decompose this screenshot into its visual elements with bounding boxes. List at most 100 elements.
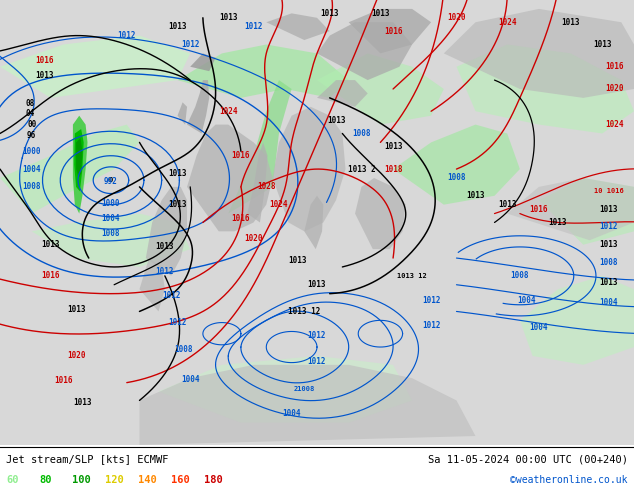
- Text: 1012: 1012: [422, 321, 441, 330]
- PathPatch shape: [187, 124, 273, 231]
- Text: 1004: 1004: [599, 298, 618, 307]
- PathPatch shape: [178, 102, 187, 124]
- Text: 10 1016: 10 1016: [594, 188, 623, 195]
- Text: 1008: 1008: [101, 229, 120, 238]
- Text: 00: 00: [27, 120, 36, 129]
- Text: 1000: 1000: [101, 199, 120, 208]
- Text: 1004: 1004: [181, 374, 200, 384]
- Text: 1020: 1020: [605, 84, 624, 94]
- Text: 1013: 1013: [307, 280, 327, 289]
- Text: 1013: 1013: [599, 278, 618, 287]
- Text: 1013: 1013: [35, 71, 54, 80]
- Text: Jet stream/SLP [kts] ECMWF: Jet stream/SLP [kts] ECMWF: [6, 454, 169, 465]
- Text: 1013: 1013: [155, 243, 174, 251]
- Text: 1013: 1013: [498, 200, 517, 209]
- PathPatch shape: [187, 80, 209, 133]
- Text: 1013: 1013: [599, 205, 618, 214]
- Text: 1013: 1013: [168, 200, 187, 209]
- Text: 1016: 1016: [384, 26, 403, 36]
- Text: 1008: 1008: [22, 182, 41, 192]
- Text: 1012: 1012: [599, 222, 618, 231]
- Text: 1004: 1004: [282, 409, 301, 418]
- Text: 1008: 1008: [174, 345, 193, 354]
- PathPatch shape: [228, 80, 292, 214]
- Text: 80: 80: [39, 475, 52, 485]
- Text: O: O: [109, 177, 113, 183]
- Text: 1012: 1012: [168, 318, 187, 327]
- PathPatch shape: [539, 178, 634, 245]
- Text: 1013: 1013: [466, 191, 485, 200]
- Text: 21008: 21008: [294, 386, 315, 392]
- PathPatch shape: [444, 9, 634, 98]
- Text: 1013: 1013: [219, 13, 238, 23]
- Text: 1013: 1013: [371, 9, 390, 18]
- Text: 1013: 1013: [327, 116, 346, 124]
- PathPatch shape: [456, 45, 634, 133]
- PathPatch shape: [139, 365, 476, 445]
- Text: 1016: 1016: [41, 271, 60, 280]
- PathPatch shape: [507, 178, 634, 240]
- Text: 1004: 1004: [517, 296, 536, 305]
- PathPatch shape: [158, 356, 412, 423]
- Text: 1013 12: 1013 12: [288, 307, 321, 316]
- Text: Sa 11-05-2024 00:00 UTC (00+240): Sa 11-05-2024 00:00 UTC (00+240): [428, 454, 628, 465]
- Text: 1004: 1004: [101, 214, 120, 222]
- Text: 1013: 1013: [73, 398, 92, 407]
- Text: 1013: 1013: [548, 218, 567, 227]
- Text: 1024: 1024: [269, 200, 288, 209]
- Text: 1004: 1004: [529, 322, 548, 332]
- PathPatch shape: [393, 124, 520, 205]
- Text: 1016: 1016: [35, 55, 54, 65]
- Text: 1012: 1012: [307, 357, 327, 366]
- Text: 1008: 1008: [447, 173, 466, 182]
- PathPatch shape: [317, 80, 368, 107]
- Text: 1028: 1028: [257, 182, 276, 192]
- PathPatch shape: [355, 178, 406, 249]
- Text: 1000: 1000: [22, 147, 41, 156]
- Text: 1024: 1024: [498, 18, 517, 27]
- Text: 04: 04: [26, 109, 35, 118]
- PathPatch shape: [190, 53, 216, 71]
- Text: 1024: 1024: [219, 107, 238, 116]
- Text: 1016: 1016: [605, 62, 624, 71]
- Text: 60: 60: [6, 475, 19, 485]
- Text: 1016: 1016: [231, 214, 250, 222]
- Text: 1013: 1013: [168, 169, 187, 178]
- PathPatch shape: [317, 53, 444, 124]
- Text: 1013: 1013: [320, 9, 339, 18]
- Text: 1004: 1004: [22, 165, 41, 173]
- Text: 100: 100: [72, 475, 91, 485]
- Text: 1013: 1013: [561, 18, 580, 27]
- Text: 1020: 1020: [244, 234, 263, 243]
- Text: 180: 180: [204, 475, 223, 485]
- Text: 140: 140: [138, 475, 157, 485]
- PathPatch shape: [247, 143, 268, 222]
- Text: 1013: 1013: [168, 22, 187, 31]
- Text: 1013: 1013: [288, 256, 307, 265]
- Text: 1012: 1012: [117, 31, 136, 40]
- PathPatch shape: [273, 107, 346, 231]
- Text: 1020: 1020: [67, 351, 86, 361]
- Text: 1018: 1018: [384, 165, 403, 173]
- Text: 1008: 1008: [352, 129, 371, 138]
- PathPatch shape: [0, 36, 190, 98]
- Text: 08: 08: [26, 98, 35, 108]
- Text: 1016: 1016: [529, 205, 548, 214]
- Text: 1016: 1016: [231, 151, 250, 160]
- Text: 1012: 1012: [155, 267, 174, 276]
- Text: 1013: 1013: [599, 240, 618, 249]
- PathPatch shape: [0, 124, 139, 214]
- Text: 1012: 1012: [162, 292, 181, 300]
- Text: 1012: 1012: [181, 40, 200, 49]
- Text: 1016: 1016: [54, 376, 73, 385]
- Text: 1008: 1008: [510, 271, 529, 280]
- Text: 1020: 1020: [447, 13, 466, 23]
- PathPatch shape: [32, 214, 190, 267]
- Text: 96: 96: [27, 131, 36, 140]
- PathPatch shape: [146, 187, 187, 276]
- Text: 1012: 1012: [244, 22, 263, 31]
- Text: 1008: 1008: [599, 258, 618, 267]
- Text: 1013: 1013: [41, 240, 60, 249]
- Text: 160: 160: [171, 475, 190, 485]
- PathPatch shape: [520, 276, 634, 365]
